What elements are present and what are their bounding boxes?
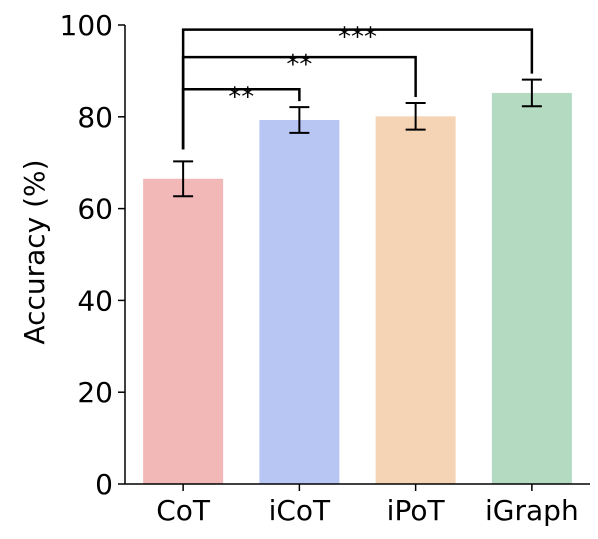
- x-tick-label-igraph: iGraph: [485, 494, 579, 527]
- y-tick-label-80: 80: [77, 101, 113, 134]
- y-tick-label-0: 0: [95, 468, 113, 501]
- y-tick-label-100: 100: [60, 9, 113, 42]
- bar-ipot: [375, 116, 456, 484]
- bar-cot: [143, 178, 224, 484]
- y-axis-label: Accuracy (%): [18, 159, 51, 344]
- x-tick-label-ipot: iPoT: [387, 494, 446, 527]
- significance-bracket-1-label: **: [228, 82, 254, 112]
- x-tick-label-cot: CoT: [156, 494, 211, 527]
- y-tick-label-40: 40: [77, 284, 113, 317]
- y-tick-label-20: 20: [77, 376, 113, 409]
- significance-bracket-2-label: **: [286, 50, 312, 80]
- y-tick-label-60: 60: [77, 193, 113, 226]
- significance-bracket-3-label: ***: [338, 23, 377, 53]
- bar-icot: [259, 120, 340, 484]
- significance-bracket-3: [181, 28, 534, 150]
- bar-igraph: [491, 92, 572, 484]
- x-tick-label-icot: iCoT: [269, 494, 331, 527]
